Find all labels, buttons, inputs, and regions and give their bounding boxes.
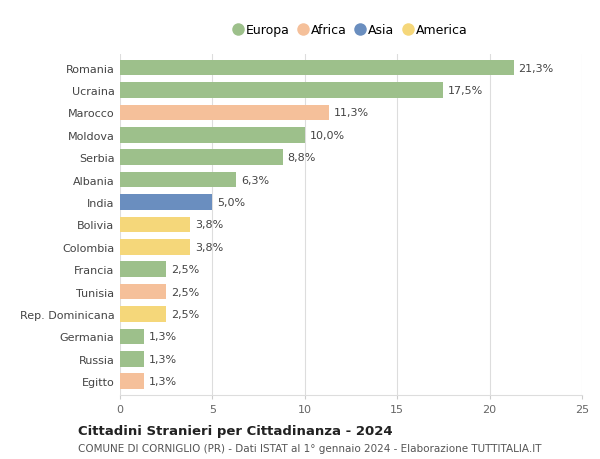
- Bar: [120, 217, 190, 233]
- Text: 2,5%: 2,5%: [171, 264, 199, 274]
- Text: 10,0%: 10,0%: [310, 130, 344, 140]
- Bar: [120, 262, 166, 277]
- Bar: [120, 329, 144, 344]
- Bar: [120, 83, 443, 99]
- Legend: Europa, Africa, Asia, America: Europa, Africa, Asia, America: [231, 21, 471, 41]
- Text: 1,3%: 1,3%: [149, 376, 177, 386]
- Text: 6,3%: 6,3%: [241, 175, 269, 185]
- Text: 21,3%: 21,3%: [518, 63, 553, 73]
- Text: 11,3%: 11,3%: [334, 108, 368, 118]
- Text: 8,8%: 8,8%: [287, 153, 316, 163]
- Bar: [120, 150, 283, 166]
- Bar: [120, 61, 514, 76]
- Bar: [120, 307, 166, 322]
- Bar: [120, 284, 166, 300]
- Text: 2,5%: 2,5%: [171, 287, 199, 297]
- Text: 17,5%: 17,5%: [448, 86, 483, 96]
- Bar: [120, 240, 190, 255]
- Bar: [120, 351, 144, 367]
- Text: 1,3%: 1,3%: [149, 354, 177, 364]
- Bar: [120, 173, 236, 188]
- Bar: [120, 128, 305, 143]
- Bar: [120, 374, 144, 389]
- Text: COMUNE DI CORNIGLIO (PR) - Dati ISTAT al 1° gennaio 2024 - Elaborazione TUTTITAL: COMUNE DI CORNIGLIO (PR) - Dati ISTAT al…: [78, 443, 542, 453]
- Bar: [120, 195, 212, 210]
- Text: 2,5%: 2,5%: [171, 309, 199, 319]
- Text: Cittadini Stranieri per Cittadinanza - 2024: Cittadini Stranieri per Cittadinanza - 2…: [78, 424, 392, 437]
- Text: 1,3%: 1,3%: [149, 332, 177, 341]
- Text: 3,8%: 3,8%: [195, 220, 223, 230]
- Text: 3,8%: 3,8%: [195, 242, 223, 252]
- Text: 5,0%: 5,0%: [217, 197, 245, 207]
- Bar: [120, 106, 329, 121]
